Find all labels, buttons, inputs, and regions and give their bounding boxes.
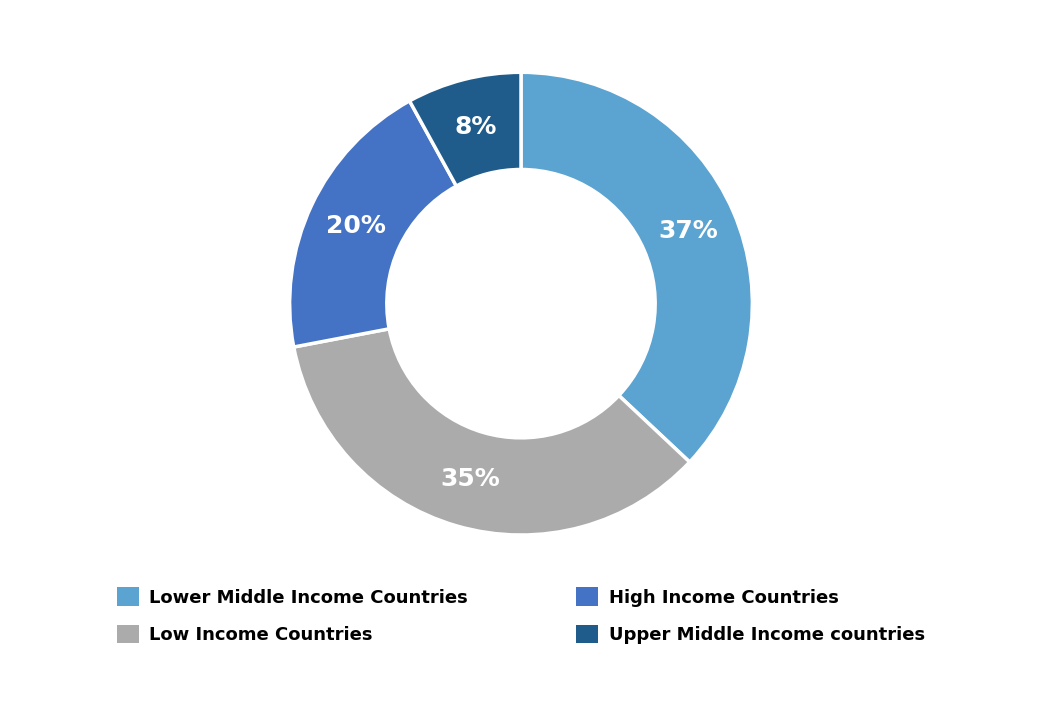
Text: 8%: 8% bbox=[454, 115, 497, 139]
Wedge shape bbox=[290, 101, 456, 347]
Text: 35%: 35% bbox=[440, 467, 500, 491]
Legend: Lower Middle Income Countries, Low Income Countries, High Income Countries, Uppe: Lower Middle Income Countries, Low Incom… bbox=[117, 587, 925, 644]
Text: 20%: 20% bbox=[326, 214, 386, 238]
Wedge shape bbox=[410, 72, 521, 186]
Wedge shape bbox=[294, 329, 690, 535]
Text: 37%: 37% bbox=[659, 219, 719, 243]
Wedge shape bbox=[521, 72, 752, 462]
